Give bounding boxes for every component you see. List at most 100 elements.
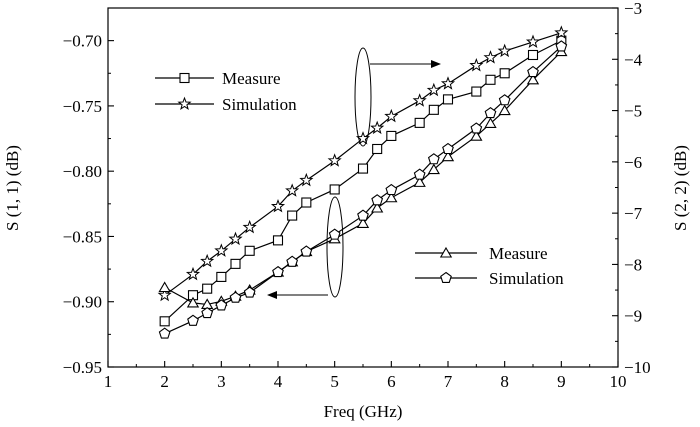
data-point-triangle — [427, 163, 440, 175]
x-tick-label: 6 — [387, 372, 396, 391]
data-point-pentagon — [413, 168, 426, 180]
annotations — [267, 47, 441, 299]
data-point-star — [327, 153, 342, 167]
data-point-pentagon — [272, 265, 284, 278]
data-point-triangle — [371, 201, 384, 213]
data-point-square — [428, 104, 439, 115]
data-point-star — [426, 82, 441, 97]
series-line — [164, 51, 562, 306]
data-point-square — [499, 68, 510, 79]
data-point-star — [554, 25, 569, 39]
data-point-square — [527, 49, 539, 61]
data-point-square — [287, 210, 298, 221]
left-y-tick-label: −0.80 — [63, 162, 102, 181]
left-y-tick-label: −0.85 — [63, 227, 102, 246]
data-point-pentagon — [286, 255, 299, 267]
data-point-star — [242, 219, 257, 234]
data-point-pentagon — [555, 40, 568, 52]
series-0-square — [159, 35, 567, 327]
data-point-pentagon — [328, 228, 341, 240]
data-point-star — [200, 253, 215, 268]
x-tick-label: 8 — [500, 372, 509, 391]
legend-marker-star — [177, 96, 192, 111]
data-point-star — [285, 183, 300, 197]
series-1-star — [157, 25, 569, 302]
right-y-tick-label: −5 — [624, 102, 642, 121]
left-y-tick-label: −0.90 — [63, 293, 102, 312]
x-tick-label: 3 — [217, 372, 226, 391]
data-point-pentagon — [215, 299, 228, 311]
legend-marker-pentagon — [440, 271, 452, 283]
data-point-pentagon — [470, 122, 483, 134]
data-point-pentagon — [385, 183, 398, 196]
x-tick-label: 10 — [610, 372, 627, 391]
x-tick-label: 5 — [330, 372, 339, 391]
left-y-tick-label: −0.95 — [63, 358, 102, 377]
data-point-triangle — [470, 130, 483, 141]
right-y-tick-label: −7 — [624, 204, 643, 223]
legend-label-simulation-right: Simulation — [489, 269, 564, 288]
left-y-tick-label: −0.75 — [63, 97, 102, 116]
data-point-star — [483, 50, 498, 64]
data-point-square — [301, 197, 312, 208]
x-tick-label: 2 — [160, 372, 169, 391]
left-y-axis-title: S (1, 1) (dB) — [3, 145, 22, 231]
data-point-triangle — [484, 117, 497, 128]
data-point-star — [469, 58, 484, 72]
x-tick-label: 1 — [104, 372, 113, 391]
data-point-pentagon — [187, 314, 199, 326]
series-3-pentagon — [158, 40, 568, 339]
series-line — [164, 46, 562, 335]
legend-label-simulation-left: Simulation — [222, 95, 297, 114]
data-point-square — [244, 245, 255, 256]
data-point-star — [440, 76, 456, 90]
data-point-pentagon — [243, 286, 256, 298]
data-point-triangle — [413, 176, 426, 187]
data-point-pentagon — [357, 209, 369, 221]
data-point-pentagon — [484, 106, 497, 119]
data-point-triangle — [385, 191, 398, 203]
data-point-star — [299, 172, 314, 187]
data-point-pentagon — [229, 291, 242, 303]
right-y-tick-label: −9 — [624, 307, 642, 326]
data-point-pentagon — [498, 94, 511, 106]
data-point-star — [270, 199, 286, 213]
data-point-star — [525, 34, 541, 48]
data-point-star — [370, 120, 385, 135]
data-point-square — [471, 86, 482, 97]
left-group-ellipse — [354, 47, 372, 147]
data-point-square — [329, 184, 340, 195]
data-point-square — [202, 283, 213, 294]
data-point-square — [230, 258, 241, 269]
x-axis-ticks: 1 2 3 4 5 6 7 8 9 10 — [104, 361, 627, 391]
data-point-star — [228, 231, 243, 246]
legend-label-measure-right: Measure — [489, 244, 548, 263]
right-group-ellipse — [326, 196, 344, 298]
data-point-square — [442, 94, 454, 105]
data-point-star — [157, 287, 172, 302]
x-tick-label: 4 — [274, 372, 283, 391]
data-point-triangle — [186, 296, 200, 308]
data-point-pentagon — [201, 306, 214, 319]
data-point-square — [485, 74, 496, 85]
data-point-pentagon — [427, 153, 440, 165]
right-y-tick-label: −6 — [624, 153, 642, 172]
data-point-square — [357, 163, 369, 174]
data-point-pentagon — [371, 194, 384, 206]
data-point-pentagon — [527, 65, 539, 78]
left-y-axis-ticks: −0.95 −0.90 −0.85 −0.80 −0.75 −0.70 — [63, 32, 114, 377]
data-point-pentagon — [300, 245, 313, 257]
right-y-tick-label: −10 — [624, 358, 651, 377]
data-point-square — [159, 316, 170, 327]
data-point-square — [386, 130, 397, 141]
right-y-tick-label: −4 — [624, 50, 643, 69]
data-point-triangle — [356, 217, 370, 228]
data-point-triangle — [158, 281, 171, 293]
data-point-triangle — [441, 150, 455, 162]
data-point-star — [214, 243, 229, 257]
left-y-tick-label: −0.70 — [63, 32, 102, 51]
data-point-square — [372, 143, 383, 155]
legend-lower-right: Measure Simulation — [415, 244, 564, 288]
right-y-axis-title: S (2, 2) (dB) — [671, 145, 690, 231]
